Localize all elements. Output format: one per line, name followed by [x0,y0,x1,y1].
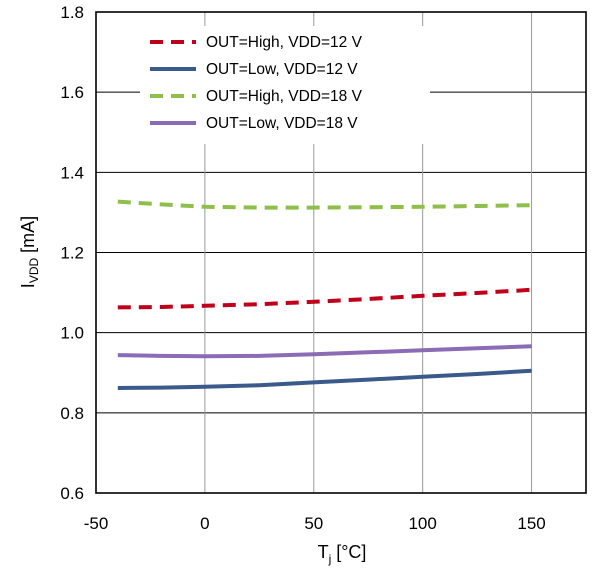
y-tick-label: 0.8 [60,404,84,423]
y-axis-title: IVDD [mA] [18,216,41,288]
series-line-2 [117,368,532,390]
x-tick-label: 100 [408,514,436,533]
y-tick-label: 1.2 [60,244,84,263]
y-tick-label: 1.4 [60,163,84,182]
x-tick-label: 0 [200,514,209,533]
y-tick-label: 1.0 [60,324,84,343]
x-axis-symbol: T [318,542,329,562]
y-axis-subscript: VDD [27,258,41,284]
x-axis-unit: [°C] [331,542,366,562]
y-axis-symbol: I [18,283,38,288]
x-tick-label: 150 [517,514,545,533]
legend-label: OUT=Low, VDD=18 V [206,115,358,132]
series-line-3 [117,199,532,210]
y-axis-unit: [mA] [18,216,38,258]
series-lines [117,199,532,390]
legend-label: OUT=High, VDD=12 V [206,34,363,51]
y-tick-label: 0.6 [60,484,84,503]
series-line-1 [117,287,532,310]
legend-label: OUT=High, VDD=18 V [206,88,363,105]
x-axis-subscript: j [328,552,332,566]
legend: OUT=High, VDD=12 V OUT=Low, VDD=12 V OUT=H… [140,26,430,144]
x-axis-title: Tj [°C] [318,542,367,566]
legend-label: OUT=Low, VDD=12 V [206,61,358,78]
plot-frame [95,11,587,494]
y-tick-labels: 0.6 0.8 1.0 1.2 1.4 1.6 1.8 [60,3,84,503]
x-tick-label: 50 [304,514,323,533]
x-tick-labels: -50 0 50 100 150 [84,514,546,533]
series-line-4 [117,344,532,359]
y-tick-label: 1.8 [60,3,84,22]
y-tick-label: 1.6 [60,83,84,102]
x-tick-label: -50 [84,514,109,533]
